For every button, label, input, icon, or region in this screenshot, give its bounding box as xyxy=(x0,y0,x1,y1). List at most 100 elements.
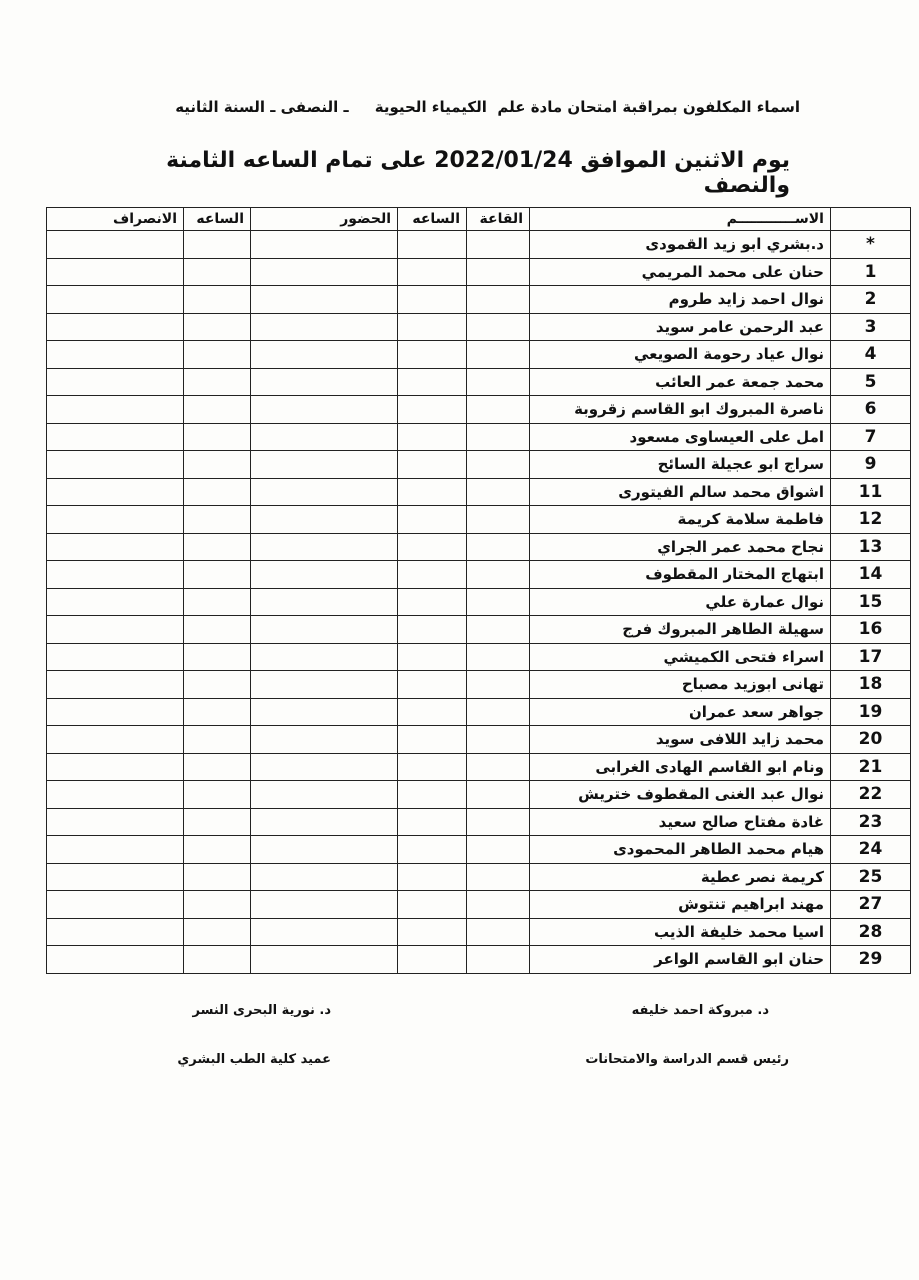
hall-cell xyxy=(466,725,530,754)
number-cell: 15 xyxy=(830,587,911,616)
number-cell: 7 xyxy=(830,422,911,451)
hall-cell xyxy=(466,367,530,396)
table-header-row: الانصراف الساعه الحضور الساعه القاعة الا… xyxy=(46,207,911,231)
attendance-cell xyxy=(250,395,398,424)
time-out-cell xyxy=(183,615,251,644)
hall-cell xyxy=(466,285,530,314)
attendance-cell xyxy=(250,560,398,589)
departure-cell xyxy=(46,835,184,864)
number-cell: 14 xyxy=(830,560,911,589)
table-row: اشواق محمد سالم الفيتورى 11 xyxy=(46,477,911,506)
table-row: مهند ابراهيم تنتوش 27 xyxy=(46,890,911,919)
number-cell: 3 xyxy=(830,312,911,341)
departure-cell xyxy=(46,587,184,616)
attendance-cell xyxy=(250,945,398,974)
number-cell: 24 xyxy=(830,835,911,864)
attendance-cell xyxy=(250,367,398,396)
time-in-cell xyxy=(397,642,467,671)
time-out-cell xyxy=(183,395,251,424)
attendance-cell xyxy=(250,752,398,781)
table-row: سهيلة الطاهر المبروك فرج 16 xyxy=(46,615,911,644)
name-cell: نجاح محمد عمر الجراي xyxy=(529,532,831,561)
departure-cell xyxy=(46,615,184,644)
attendance-cell xyxy=(250,450,398,479)
attendance-cell xyxy=(250,670,398,699)
number-cell: 11 xyxy=(830,477,911,506)
attendance-cell xyxy=(250,725,398,754)
time-out-cell xyxy=(183,890,251,919)
signature-left-title: عميد كلية الطب البشري xyxy=(177,1052,331,1067)
departure-cell xyxy=(46,780,184,809)
time-in-cell xyxy=(397,285,467,314)
signature-left-name: د. نورية البحرى النسر xyxy=(192,1003,331,1018)
departure-cell xyxy=(46,697,184,726)
departure-cell xyxy=(46,340,184,369)
departure-cell xyxy=(46,807,184,836)
departure-cell xyxy=(46,670,184,699)
col-name: الاســــــــــــم xyxy=(529,207,831,231)
time-out-cell xyxy=(183,257,251,286)
time-in-cell xyxy=(397,615,467,644)
departure-cell xyxy=(46,230,184,259)
col-departure: الانصراف xyxy=(46,207,184,231)
number-cell: 23 xyxy=(830,807,911,836)
name-cell: جواهر سعد عمران xyxy=(529,697,831,726)
departure-cell xyxy=(46,257,184,286)
time-out-cell xyxy=(183,835,251,864)
time-out-cell xyxy=(183,670,251,699)
hall-cell xyxy=(466,807,530,836)
name-cell: نوال عبد الغنى المقطوف ختريش xyxy=(529,780,831,809)
departure-cell xyxy=(46,422,184,451)
departure-cell xyxy=(46,395,184,424)
invigilators-table: الانصراف الساعه الحضور الساعه القاعة الا… xyxy=(46,207,911,974)
departure-cell xyxy=(46,890,184,919)
document-subtitle: اسماء المكلفون بمراقبة امتحان مادة علم ا… xyxy=(175,98,800,116)
time-in-cell xyxy=(397,917,467,946)
time-out-cell xyxy=(183,312,251,341)
hall-cell xyxy=(466,862,530,891)
time-in-cell xyxy=(397,340,467,369)
hall-cell xyxy=(466,257,530,286)
table-row: نجاح محمد عمر الجراي 13 xyxy=(46,532,911,561)
time-out-cell xyxy=(183,725,251,754)
time-out-cell xyxy=(183,450,251,479)
hall-cell xyxy=(466,917,530,946)
hall-cell xyxy=(466,340,530,369)
departure-cell xyxy=(46,285,184,314)
hall-cell xyxy=(466,312,530,341)
hall-cell xyxy=(466,450,530,479)
number-cell: 28 xyxy=(830,917,911,946)
attendance-cell xyxy=(250,285,398,314)
time-out-cell xyxy=(183,642,251,671)
number-cell: 5 xyxy=(830,367,911,396)
table-row: اسراء فتحى الكميشي 17 xyxy=(46,642,911,671)
name-cell: نوال احمد زايد طروم xyxy=(529,285,831,314)
hall-cell xyxy=(466,642,530,671)
time-in-cell xyxy=(397,257,467,286)
col-number xyxy=(830,207,911,231)
hall-cell xyxy=(466,422,530,451)
departure-cell xyxy=(46,312,184,341)
time-out-cell xyxy=(183,340,251,369)
time-out-cell xyxy=(183,367,251,396)
table-row: غادة مفتاح صالح سعيد 23 xyxy=(46,807,911,836)
attendance-cell xyxy=(250,615,398,644)
signature-right-title: رئيس قسم الدراسة والامتحانات xyxy=(585,1052,789,1067)
time-out-cell xyxy=(183,807,251,836)
name-cell: هيام محمد الطاهر المحمودى xyxy=(529,835,831,864)
attendance-cell xyxy=(250,257,398,286)
departure-cell xyxy=(46,560,184,589)
table-row: عبد الرحمن عامر سويد 3 xyxy=(46,312,911,341)
col-time-out: الساعه xyxy=(183,207,251,231)
table-row: اسيا محمد خليفة الذيب 28 xyxy=(46,917,911,946)
table-row: هيام محمد الطاهر المحمودى 24 xyxy=(46,835,911,864)
time-in-cell xyxy=(397,560,467,589)
table-row: ناصرة المبروك ابو القاسم زقروبة 6 xyxy=(46,395,911,424)
time-out-cell xyxy=(183,285,251,314)
time-out-cell xyxy=(183,697,251,726)
name-cell: محمد جمعة عمر العائب xyxy=(529,367,831,396)
time-in-cell xyxy=(397,312,467,341)
departure-cell xyxy=(46,752,184,781)
departure-cell xyxy=(46,450,184,479)
attendance-cell xyxy=(250,587,398,616)
